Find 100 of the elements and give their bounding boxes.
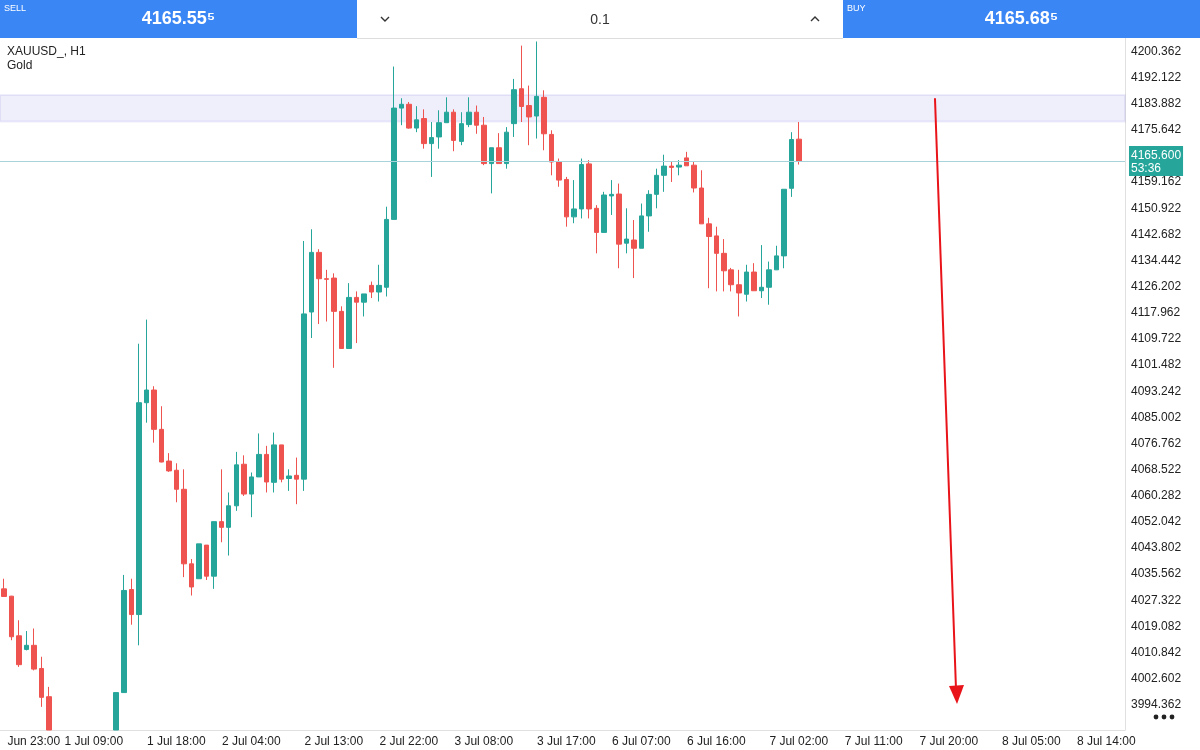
candlestick	[9, 595, 14, 641]
candlestick	[151, 385, 157, 444]
candlestick	[346, 282, 352, 349]
candlestick	[369, 281, 374, 299]
candlestick	[31, 628, 37, 671]
candlestick	[391, 66, 397, 220]
y-tick-label: 4175.642	[1131, 122, 1182, 137]
x-tick-label: 3 Jul 17:00	[536, 734, 596, 748]
x-tick-label: 8 Jul 05:00	[1001, 734, 1061, 748]
candlestick	[46, 686, 52, 731]
y-tick-label: 4043.802	[1131, 540, 1182, 555]
candlestick	[549, 129, 554, 176]
candlestick	[286, 468, 292, 492]
text: 0.1	[589, 11, 611, 27]
y-tick-label: 4035.562	[1131, 566, 1182, 581]
y-tick-label: 4183.882	[1131, 96, 1182, 111]
candlestick	[459, 111, 464, 146]
candlestick	[354, 290, 359, 344]
candlestick	[219, 468, 224, 543]
candlestick	[541, 89, 547, 151]
candlestick	[646, 189, 652, 233]
candlestick	[271, 432, 277, 493]
candlestick	[789, 131, 794, 198]
text: Gold	[7, 58, 33, 72]
candlestick	[691, 160, 697, 193]
candlestick	[129, 578, 134, 626]
text: 4165.68⁵	[984, 8, 1059, 28]
candlestick	[339, 305, 344, 349]
candlestick	[579, 158, 584, 219]
candlestick	[16, 619, 22, 668]
candlestick	[744, 264, 749, 303]
text: 53:36	[1131, 160, 1162, 175]
x-tick-label: Jun 23:00	[7, 734, 61, 748]
candlestick	[294, 457, 299, 505]
candlestick	[264, 445, 269, 493]
candlestick	[564, 176, 569, 228]
candlestick	[759, 244, 764, 299]
y-tick-label: 4052.042	[1131, 514, 1182, 529]
candlestick	[399, 97, 404, 126]
candlestick	[211, 521, 217, 590]
text: BUY	[847, 3, 866, 13]
candlestick	[474, 105, 479, 135]
candlestick	[414, 105, 419, 133]
candlestick	[331, 272, 337, 369]
candlestick	[556, 158, 562, 188]
candlestick	[631, 219, 637, 279]
ref-line-label: 4165.600	[1131, 147, 1182, 162]
candlestick	[234, 451, 239, 512]
candlestick	[526, 85, 532, 146]
candlestick	[181, 468, 187, 578]
x-tick-label: 1 Jul 18:00	[146, 734, 206, 748]
candlestick	[519, 45, 524, 123]
candlestick	[24, 630, 29, 651]
candlestick	[451, 108, 456, 152]
y-tick-label: 4159.162	[1131, 174, 1182, 189]
candlestick	[204, 544, 209, 581]
candlestick	[774, 245, 779, 271]
x-tick-label: 3 Jul 08:00	[454, 734, 514, 748]
candlestick	[669, 161, 674, 183]
candlestick	[676, 159, 682, 176]
candlestick	[39, 656, 44, 708]
candlestick	[376, 264, 382, 303]
candlestick	[121, 574, 127, 694]
candlestick	[616, 183, 622, 269]
candlestick	[661, 154, 667, 193]
candlestick	[706, 217, 712, 289]
candlestick	[534, 40, 539, 140]
x-tick-label: 2 Jul 04:00	[221, 734, 281, 748]
y-tick-label: 4109.722	[1131, 331, 1182, 346]
x-tick-label: 6 Jul 07:00	[611, 734, 671, 748]
y-tick-label: 4117.962	[1131, 305, 1181, 320]
text: SELL	[4, 3, 27, 13]
candlestick	[654, 168, 659, 209]
candlestick	[496, 132, 502, 165]
x-tick-label: 7 Jul 20:00	[919, 734, 979, 748]
candlestick	[166, 452, 172, 473]
candlestick	[316, 248, 322, 325]
candlestick	[324, 269, 329, 323]
candlestick	[113, 692, 119, 731]
x-tick-label: 2 Jul 22:00	[379, 734, 439, 748]
y-tick-label: 4060.282	[1131, 488, 1182, 503]
candlestick	[136, 343, 142, 646]
x-tick-label: 2 Jul 13:00	[304, 734, 364, 748]
candlestick	[256, 432, 262, 478]
candlestick	[766, 261, 772, 306]
candlestick	[406, 101, 412, 130]
candlestick	[226, 491, 231, 557]
candlestick	[361, 293, 367, 317]
candlestick	[466, 96, 472, 128]
candlestick	[586, 159, 592, 219]
candlestick	[489, 147, 494, 194]
text: XAUUSD_, H1	[7, 44, 87, 58]
candlestick	[384, 206, 389, 297]
y-tick-label: 4085.002	[1131, 409, 1182, 424]
candlestick	[429, 121, 434, 178]
candlestick	[624, 207, 629, 254]
candlestick	[436, 109, 442, 150]
candlestick	[714, 226, 719, 292]
candlestick	[249, 471, 254, 518]
candlestick	[309, 228, 314, 339]
